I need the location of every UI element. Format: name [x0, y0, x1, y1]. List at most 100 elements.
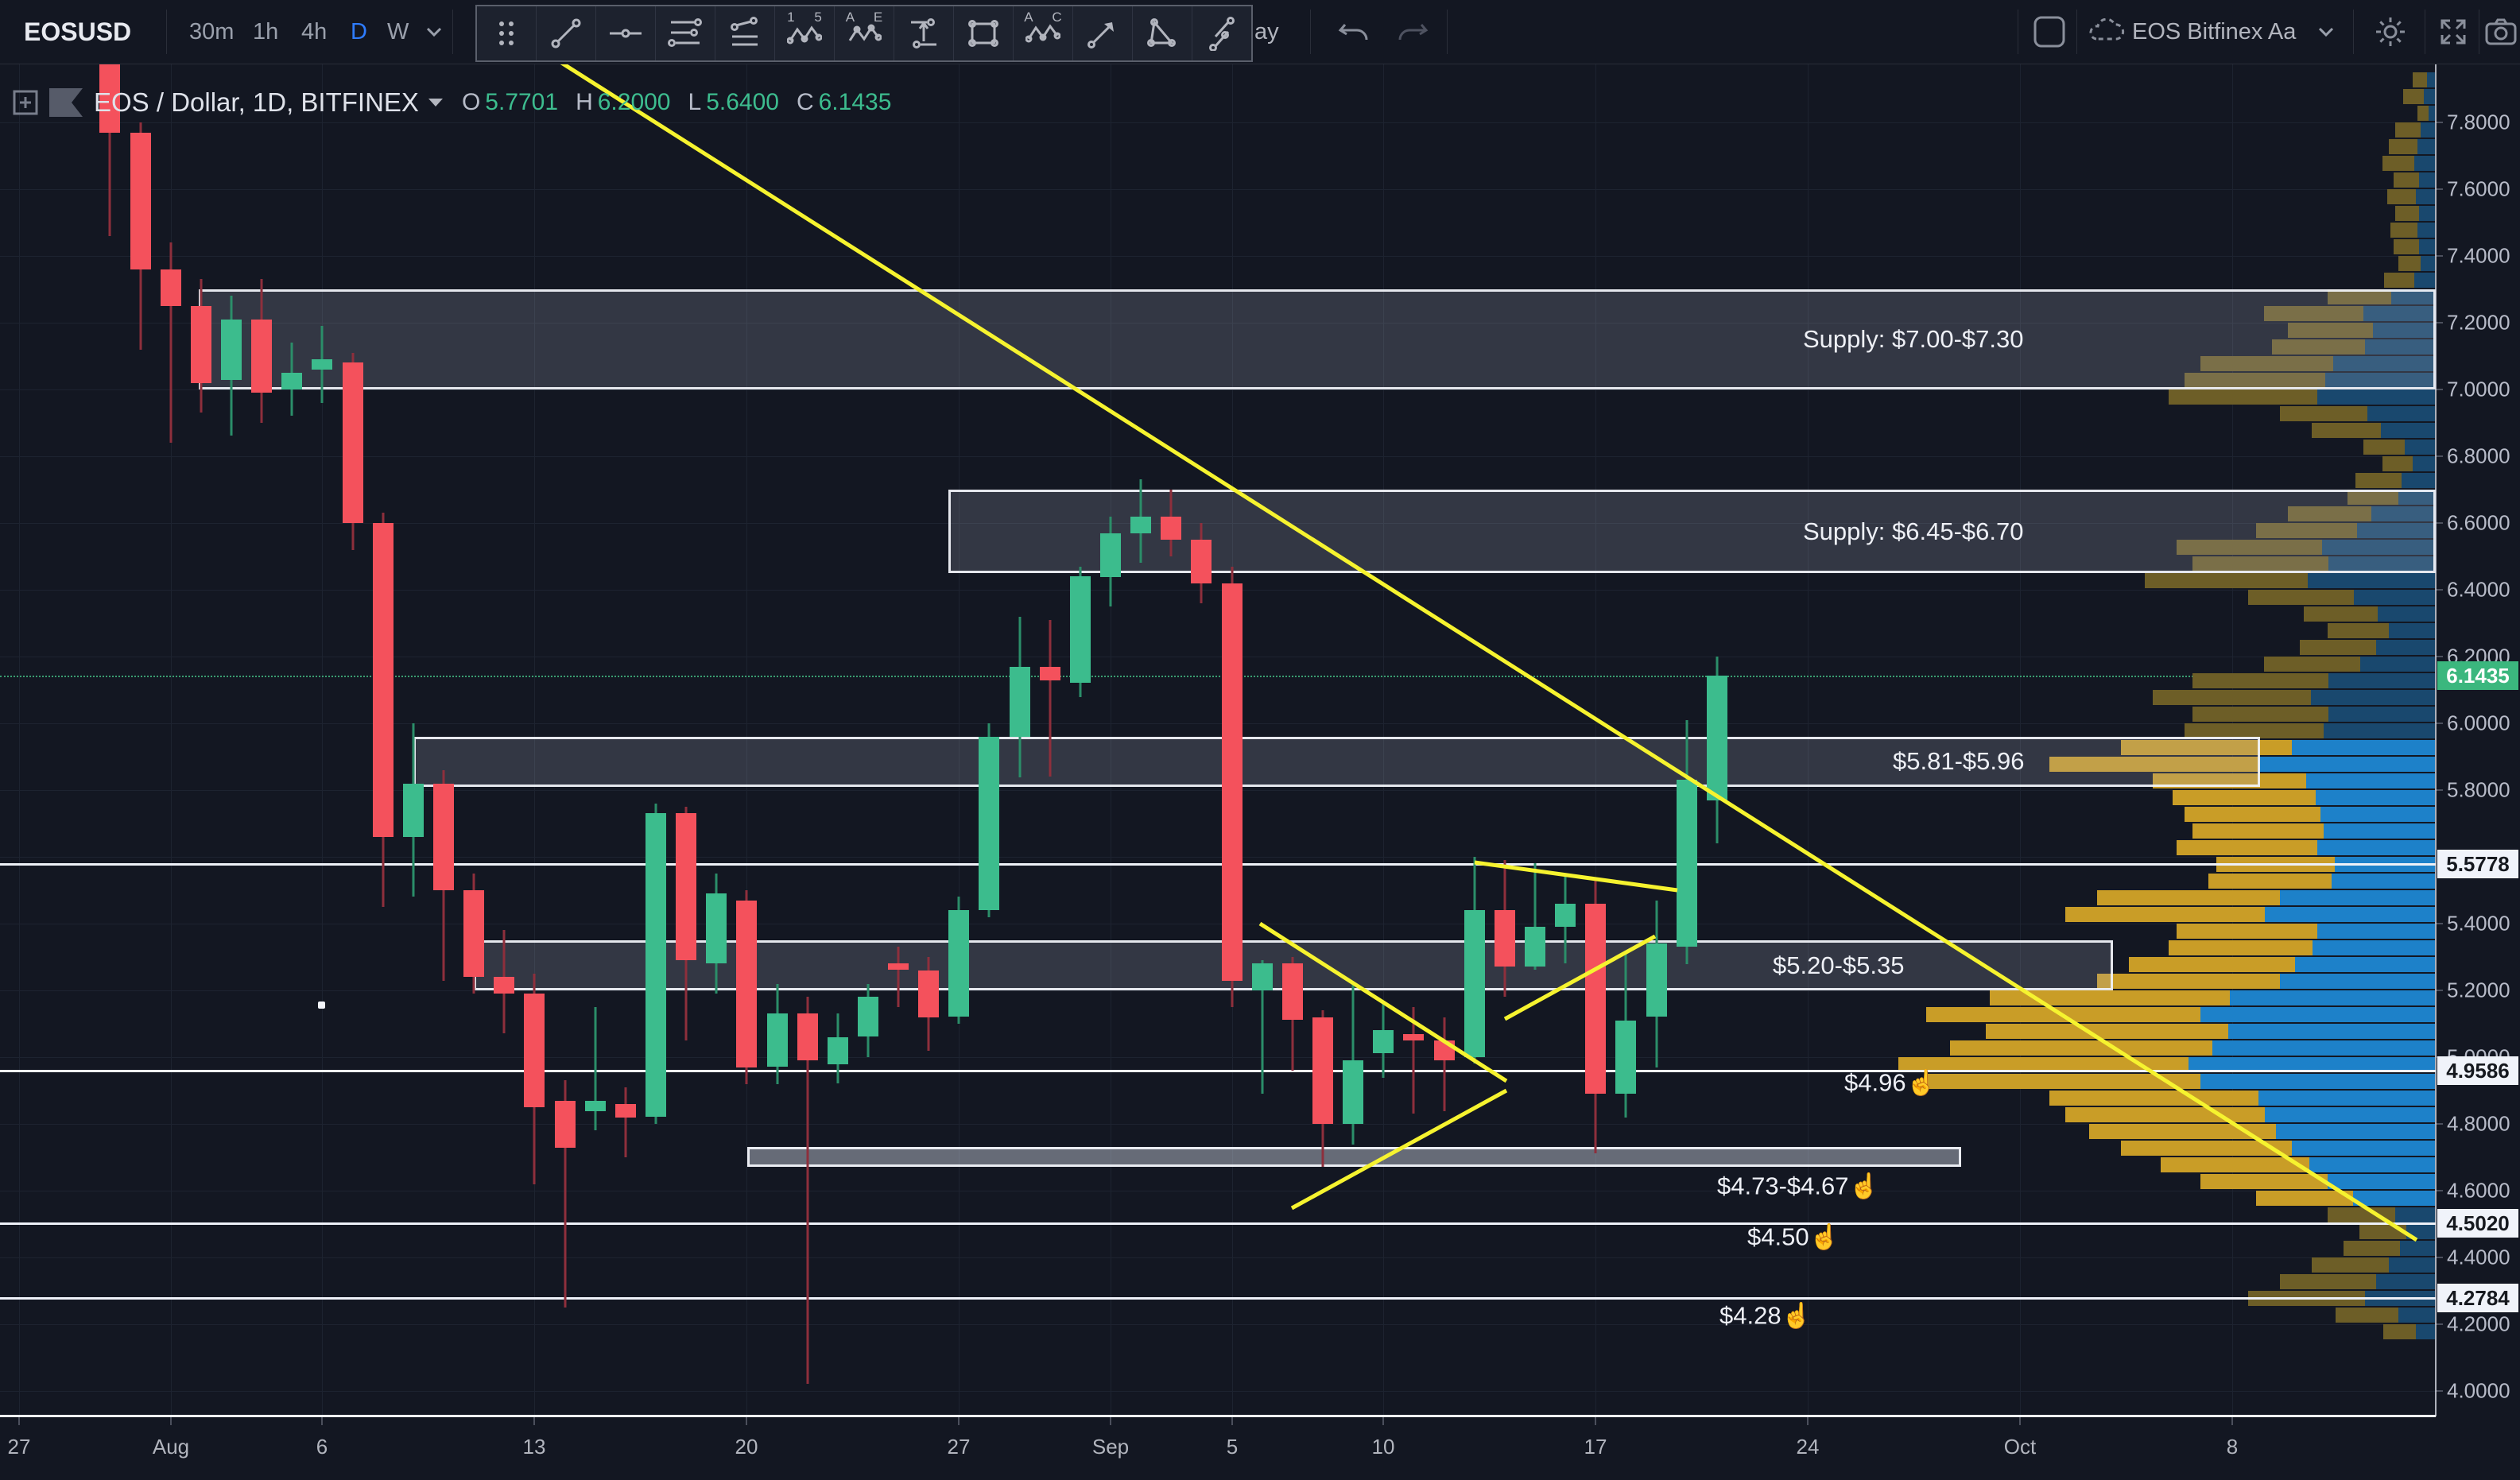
add-compare-icon[interactable] [13, 90, 38, 115]
volume-profile-bar-gold [2383, 1324, 2416, 1339]
trend-fib-icon [727, 16, 762, 51]
candle-wick [1443, 1017, 1446, 1111]
fullscreen-icon[interactable] [2431, 0, 2475, 64]
tool-rectangle-button[interactable] [954, 6, 1014, 60]
price-range-icon [906, 16, 941, 51]
screenshot-camera-icon[interactable] [2482, 0, 2520, 64]
time-tick-dash [746, 1417, 747, 1425]
drawing-anchor-dot[interactable] [318, 1002, 325, 1009]
candle [979, 737, 999, 910]
price-tick-label: 5.4000 [2447, 911, 2510, 936]
h-gridline [0, 189, 2436, 190]
time-tick-label: Sep [1091, 1435, 1130, 1459]
candle [191, 306, 211, 383]
tool-badge: 1 5 [787, 10, 830, 25]
candle [1343, 1060, 1363, 1124]
volume-profile-bar-gold [2169, 389, 2317, 405]
time-axis[interactable]: 27 Aug 6 13 20 27 Sep 5 10 17 24 Oct 8 [0, 1417, 2520, 1480]
tool-elliott-correction-button[interactable]: A E [835, 6, 894, 60]
chevron-down-icon[interactable] [427, 97, 444, 108]
undo-icon[interactable] [1326, 0, 1382, 64]
tool-trend-fib-button[interactable] [715, 6, 775, 60]
supply-6.45-6.70-label: Supply: $6.45-$6.70 [1803, 517, 2024, 545]
replay-label[interactable]: ay [1254, 19, 1279, 45]
layout-icon[interactable] [2026, 0, 2073, 64]
volume-profile-bar-gold [2200, 1174, 2328, 1189]
candle [615, 1104, 636, 1118]
volume-profile-bar-blue [2421, 256, 2435, 271]
level-line-4.2784[interactable] [0, 1297, 2436, 1300]
tool-triangle-button[interactable] [1133, 6, 1192, 60]
zone-4.73-4.67[interactable] [747, 1147, 1961, 1167]
tool-price-range-button[interactable] [894, 6, 954, 60]
symbol-button[interactable]: EOSUSD [24, 17, 132, 46]
tf-1h[interactable]: 1h [253, 19, 279, 45]
tool-disjoint-channel-button[interactable] [1192, 6, 1251, 60]
tool-drag-handle-button[interactable] [477, 6, 537, 60]
volume-profile-bar-blue [2413, 456, 2435, 471]
tool-trend-line-button[interactable] [537, 6, 596, 60]
volume-profile-bar-blue [2200, 1007, 2435, 1022]
candle [1282, 963, 1303, 1020]
volume-profile-bar-blue [2389, 1257, 2435, 1273]
time-tick-dash [321, 1417, 323, 1425]
level-line-4.9586[interactable] [0, 1070, 2436, 1072]
layout-name[interactable]: EOS Bitfinex Aa [2132, 19, 2297, 45]
time-tick-label: 20 [735, 1435, 758, 1459]
volume-profile-bar-blue [2419, 239, 2435, 254]
layout-chevron-down-icon[interactable] [2310, 0, 2342, 64]
level-line-4.5020[interactable] [0, 1222, 2436, 1225]
level-line-5.5778[interactable] [0, 863, 2436, 866]
volume-profile-bar-blue [2276, 1124, 2435, 1139]
volume-profile-bar-gold [2065, 1107, 2265, 1122]
volume-profile-bar-blue [2320, 807, 2435, 822]
tool-elliott-impulse-button[interactable]: 1 5 [775, 6, 835, 60]
volume-profile-bar-blue [2212, 1040, 2435, 1056]
tool-fib-retracement-button[interactable] [656, 6, 715, 60]
tf-chevron-down-icon[interactable] [418, 0, 450, 64]
price-tag-4.9586: 4.9586 [2437, 1056, 2518, 1085]
tool-arrow-button[interactable] [1073, 6, 1133, 60]
volume-profile-bar-blue [2258, 1091, 2435, 1106]
candle [1252, 963, 1273, 990]
h-gridline [0, 1124, 2436, 1125]
volume-profile-bar-blue [2406, 1224, 2435, 1239]
supply-7.00-7.30-label: Supply: $7.00-$7.30 [1803, 325, 2024, 353]
price-tick-label: 4.8000 [2447, 1111, 2510, 1136]
redo-icon[interactable] [1385, 0, 1440, 64]
volume-profile-bar-blue [2324, 823, 2435, 839]
tf-30m[interactable]: 30m [189, 19, 235, 45]
supply-7.00-7.30[interactable] [199, 289, 2436, 389]
volume-profile-bar-gold [2417, 106, 2429, 121]
candle [1191, 540, 1212, 583]
tool-horizontal-line-button[interactable] [596, 6, 656, 60]
price-tick-label: 7.4000 [2447, 243, 2510, 268]
volume-profile-bar-gold [2208, 874, 2332, 889]
drag-handle-icon [496, 17, 517, 49]
price-axis[interactable]: 7.8000 7.6000 7.4000 7.2000 7.0000 6.8000 6.60… [2436, 0, 2520, 1480]
settings-gear-icon[interactable] [2363, 0, 2418, 64]
chart-legend: EOS / Dollar, 1D, BITFINEX O 5.7701 H 6.… [13, 84, 891, 121]
time-tick-label: 17 [1584, 1435, 1607, 1459]
volume-profile-bar-blue [2417, 139, 2435, 154]
price-tick-dash [2436, 455, 2443, 457]
tool-xabcd-pattern-button[interactable]: A C [1014, 6, 1073, 60]
tf-4h[interactable]: 4h [301, 19, 328, 45]
volume-profile-bar-gold [2256, 1191, 2353, 1206]
point-up-icon: ☝ [1848, 1172, 1880, 1200]
cloud-save-icon[interactable] [2084, 0, 2129, 64]
price-tick-label: 4.2000 [2447, 1311, 2510, 1336]
candle [1707, 676, 1727, 800]
disjoint-channel-icon [1204, 16, 1239, 51]
tool-badge: A E [845, 10, 891, 25]
time-tick-label: 10 [1371, 1435, 1395, 1459]
time-tick-dash [2019, 1417, 2021, 1425]
symbol-title[interactable]: EOS / Dollar, 1D, BITFINEX [94, 87, 419, 117]
volume-profile-bar-gold [2192, 707, 2328, 722]
tf-1w[interactable]: W [387, 19, 409, 45]
candle [221, 320, 242, 380]
volume-profile-bar-blue [2414, 156, 2435, 171]
volume-profile-bar-gold [2382, 156, 2414, 171]
h-gridline [0, 790, 2436, 791]
tf-1d[interactable]: D [351, 19, 367, 45]
